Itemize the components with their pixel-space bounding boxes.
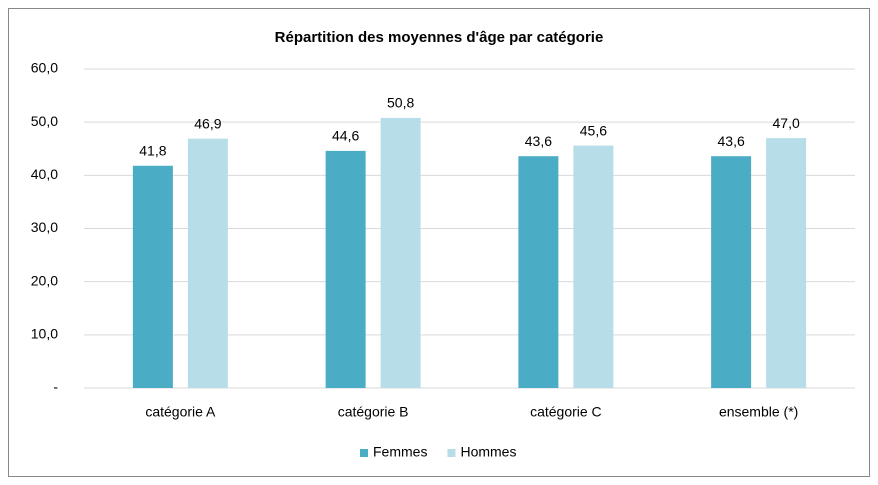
x-tick-label: catégorie A [145,404,216,420]
legend-swatch [447,449,456,457]
bar [518,156,559,388]
value-label: 44,6 [332,128,359,144]
bar [766,138,807,388]
bar [187,138,228,388]
legend-label: Hommes [460,444,516,460]
value-label: 41,8 [139,142,166,158]
y-tick-label: 20,0 [31,272,58,288]
bar [573,145,614,388]
y-tick-label: - [53,379,58,395]
y-tick-label: 10,0 [31,326,58,342]
x-tick-label: catégorie C [530,404,602,420]
y-tick-label: 60,0 [31,60,58,76]
bar [380,117,421,388]
value-label: 43,6 [718,133,745,149]
y-tick-label: 30,0 [31,219,58,235]
value-label: 47,0 [773,115,800,131]
value-label: 43,6 [525,133,552,149]
y-tick-label: 50,0 [31,113,58,129]
value-label: 50,8 [387,95,414,111]
value-label: 45,6 [580,122,607,138]
legend-swatch [360,449,368,457]
chart-title: Répartition des moyennes d'âge par catég… [275,29,604,46]
x-tick-label: ensemble (*) [719,404,798,420]
x-tick-label: catégorie B [338,404,409,420]
bar [325,150,366,388]
y-tick-label: 40,0 [31,166,58,182]
legend-label: Femmes [373,444,427,460]
value-label: 46,9 [194,115,221,131]
bar [711,156,752,388]
bar [132,165,173,388]
